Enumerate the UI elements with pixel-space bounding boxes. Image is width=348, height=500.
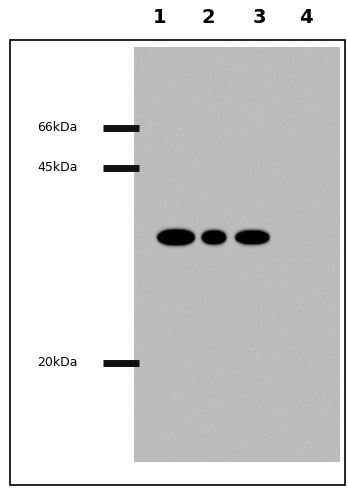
Text: 4: 4 [299,8,313,27]
Text: 1: 1 [153,8,167,27]
Text: 66kDa: 66kDa [37,121,78,134]
Text: 20kDa: 20kDa [37,356,78,369]
Text: 2: 2 [202,8,216,27]
Bar [10,40,345,485]
Text: 45kDa: 45kDa [37,161,78,174]
Text: 3: 3 [253,8,266,27]
